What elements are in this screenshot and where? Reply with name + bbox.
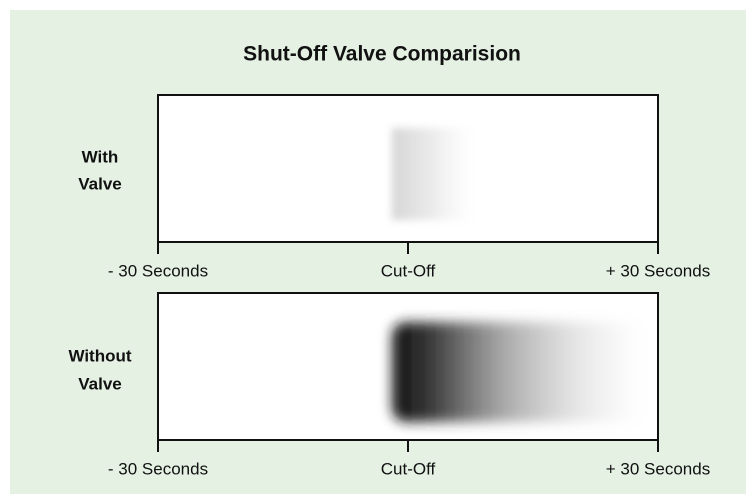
- axis-label: + 30 Seconds: [606, 261, 710, 280]
- diagram: Shut-Off Valve Comparision With Valve - …: [0, 0, 756, 504]
- axis-label: + 30 Seconds: [606, 459, 710, 478]
- title: Shut-Off Valve Comparision: [243, 43, 521, 66]
- axis-label: - 30 Seconds: [108, 261, 208, 280]
- axis-label: Cut-Off: [381, 261, 436, 280]
- row-label: With: [82, 147, 119, 166]
- spray: [392, 322, 642, 422]
- axis-label: Cut-Off: [381, 459, 436, 478]
- row-label: Valve: [78, 174, 122, 193]
- spray: [392, 128, 472, 220]
- row-label: Without: [68, 346, 131, 365]
- row-label: Valve: [78, 374, 122, 393]
- axis-label: - 30 Seconds: [108, 459, 208, 478]
